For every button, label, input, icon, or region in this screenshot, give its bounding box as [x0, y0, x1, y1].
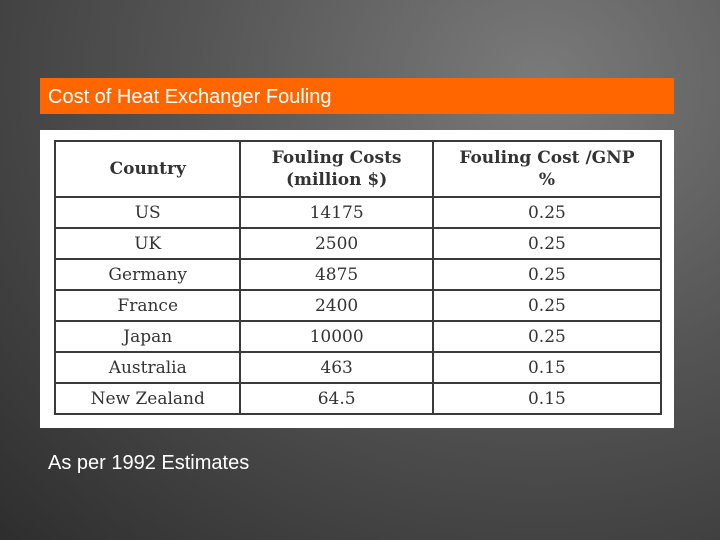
table-cell: 0.25: [431, 196, 663, 229]
table-cell: France: [53, 289, 242, 322]
table-cell: 10000: [239, 320, 434, 353]
table-row: Australia 463 0.15: [53, 351, 663, 384]
table-panel: Country Fouling Costs (million $) Fouling C…: [40, 130, 674, 428]
table-row: Japan 10000 0.25: [53, 320, 663, 353]
table-cell: 0.15: [431, 382, 663, 415]
table-row: France 2400 0.25: [53, 289, 663, 322]
table-cell: UK: [53, 227, 242, 260]
table-cell: New Zealand: [53, 382, 242, 415]
table-cell: 64.5: [239, 382, 434, 415]
table-cell: 0.25: [431, 320, 663, 353]
header-cell: Country: [53, 140, 242, 198]
table-row: Germany 4875 0.25: [53, 258, 663, 291]
header-line: Fouling Cost /GNP: [459, 148, 635, 168]
table-cell: 0.15: [431, 351, 663, 384]
header-line: (million $): [285, 170, 388, 190]
table-cell: 2500: [239, 227, 434, 260]
table-row: UK 2500 0.25: [53, 227, 663, 260]
header-line: Country: [109, 159, 186, 179]
table-body: US 14175 0.25 UK 2500 0.25 Germany 4875 0.25 Fran…: [53, 196, 663, 415]
table-cell: Germany: [53, 258, 242, 291]
table-cell: 14175: [239, 196, 434, 229]
footnote: As per 1992 Estimates: [48, 452, 250, 474]
header-cell: Fouling Cost /GNP%: [431, 140, 663, 198]
table-cell: Japan: [53, 320, 242, 353]
header-row: Country Fouling Costs (million $) Fouling C…: [53, 140, 663, 198]
table-cell: 0.25: [431, 258, 663, 291]
slide-title: Cost of Heat Exchanger Fouling: [40, 78, 674, 114]
table-cell: Australia: [53, 351, 242, 384]
table-row: US 14175 0.25: [53, 196, 663, 229]
table-cell: US: [53, 196, 242, 229]
table-cell: 2400: [239, 289, 434, 322]
table-cell: 463: [239, 351, 434, 384]
table-row: New Zealand 64.5 0.15: [53, 382, 663, 415]
header-line: Fouling Costs: [271, 148, 402, 168]
header-line: %: [538, 170, 555, 190]
table-cell: 4875: [239, 258, 434, 291]
cost-table: Country Fouling Costs (million $) Fouling C…: [53, 140, 663, 415]
table-cell: 0.25: [431, 227, 663, 260]
header-cell: Fouling Costs (million $): [239, 140, 434, 198]
table-cell: 0.25: [431, 289, 663, 322]
